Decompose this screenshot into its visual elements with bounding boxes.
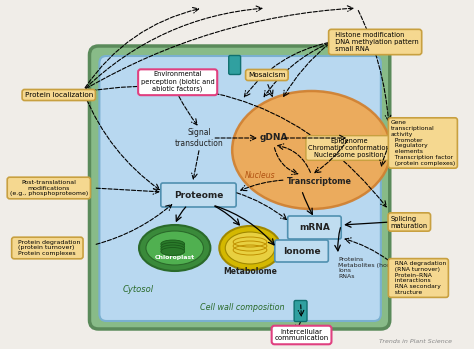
Ellipse shape — [161, 245, 184, 253]
Ellipse shape — [225, 232, 275, 264]
Text: Transcriptome: Transcriptome — [287, 178, 352, 186]
Text: Protein degradation
  (protein turnover)
  Protein complexes: Protein degradation (protein turnover) P… — [14, 240, 81, 256]
Text: Histone modification
  DNA methylation pattern
  small RNA: Histone modification DNA methylation pat… — [331, 32, 419, 52]
Text: Metabolome: Metabolome — [223, 267, 277, 275]
FancyBboxPatch shape — [90, 46, 390, 329]
Ellipse shape — [146, 231, 203, 265]
Ellipse shape — [232, 91, 391, 209]
FancyBboxPatch shape — [161, 183, 236, 207]
Text: mRNA: mRNA — [299, 223, 330, 231]
Text: Protein localization: Protein localization — [25, 92, 93, 98]
Text: Cytosol: Cytosol — [122, 285, 154, 295]
Text: Epigenome
Chromatin conformation
Nucleosome position: Epigenome Chromatin conformation Nucleos… — [308, 138, 390, 158]
FancyBboxPatch shape — [229, 55, 241, 74]
Text: Splicing
maturation: Splicing maturation — [391, 215, 428, 229]
Text: Chloroplast: Chloroplast — [155, 255, 195, 260]
Ellipse shape — [161, 247, 184, 255]
FancyBboxPatch shape — [275, 240, 328, 262]
Ellipse shape — [161, 240, 184, 248]
FancyBboxPatch shape — [294, 300, 307, 321]
Ellipse shape — [219, 226, 281, 270]
Text: Nucleus: Nucleus — [245, 171, 275, 179]
Text: Proteins
Metabolites (hormones)
Ions
RNAs: Proteins Metabolites (hormones) Ions RNA… — [338, 257, 413, 279]
FancyBboxPatch shape — [288, 216, 341, 239]
Text: Intercellular
communication: Intercellular communication — [274, 328, 328, 342]
Text: gDNA: gDNA — [260, 134, 288, 142]
FancyBboxPatch shape — [100, 56, 381, 321]
Text: Mosaicism: Mosaicism — [248, 72, 286, 78]
Text: Ionome: Ionome — [283, 246, 320, 255]
Text: Environmental
perception (biotic and
abiotic factors): Environmental perception (biotic and abi… — [141, 72, 215, 92]
Text: Proteome: Proteome — [174, 191, 223, 200]
Ellipse shape — [161, 243, 184, 251]
Text: Post-translational
modifications
(e.g., phosphoproteome): Post-translational modifications (e.g., … — [10, 180, 88, 196]
Text: Gene
transcriptional
activity
  Promoter
  Regulatory
  elements
  Transcription: Gene transcriptional activity Promoter R… — [391, 120, 455, 166]
Text: Trends in Plant Science: Trends in Plant Science — [379, 339, 452, 344]
Text: Signal
transduction: Signal transduction — [175, 128, 224, 148]
Text: RNA degradation
  (RNA turnover)
  Protein–RNA
  interactions
  RNA secondary
  : RNA degradation (RNA turnover) Protein–R… — [391, 261, 446, 295]
Ellipse shape — [139, 225, 210, 271]
Text: Cell wall composition: Cell wall composition — [200, 304, 284, 312]
